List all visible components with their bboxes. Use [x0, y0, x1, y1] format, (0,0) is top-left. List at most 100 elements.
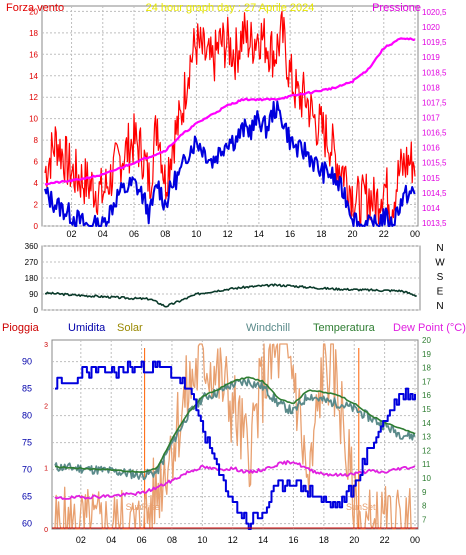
windchill-series-line	[54, 378, 416, 481]
pressure-y-tick: 1016	[422, 144, 440, 153]
legend-item: Pioggia	[2, 322, 40, 334]
wind-x-tick: 20	[348, 229, 358, 239]
wind-x-tick: 18	[316, 229, 326, 239]
pressure-y-tick: 1014	[422, 204, 440, 213]
temp-x-tick: 20	[349, 535, 359, 545]
temp-y-tick: 14	[422, 419, 431, 428]
pressure-y-tick: 1020,5	[422, 8, 447, 17]
rain-y-tick: 1	[44, 465, 48, 472]
compass-label: N	[436, 243, 443, 254]
temp-y-tick: 18	[422, 364, 431, 373]
temp-y-tick: 13	[422, 433, 431, 442]
temp-y-tick: 9	[422, 488, 427, 497]
wind-x-tick: 04	[98, 229, 108, 239]
wind-y-tick: 8	[34, 136, 39, 145]
legend-item: Dew Point (°C)	[393, 322, 466, 334]
pressure-y-tick: 1019,5	[422, 38, 447, 47]
temp-x-tick: 04	[106, 535, 116, 545]
direction-y-tick: 180	[25, 274, 39, 283]
compass-label: E	[437, 287, 444, 298]
compass-label: W	[435, 258, 445, 269]
gust-series-line	[44, 10, 416, 227]
wind-x-tick: 08	[160, 229, 170, 239]
wind-y-tick: 10	[29, 115, 38, 124]
direction-y-tick: 90	[29, 290, 38, 299]
compass-label: N	[436, 301, 443, 312]
wind-x-tick: 16	[285, 229, 295, 239]
legend-item: Windchill	[246, 322, 290, 334]
temp-x-tick: 08	[167, 535, 177, 545]
temp-x-tick: 06	[137, 535, 147, 545]
humidity-y-tick: 70	[22, 465, 32, 475]
wind-y-tick: 14	[29, 72, 38, 81]
pressure-y-tick: 1015,5	[422, 159, 447, 168]
humidity-y-tick: 65	[22, 492, 32, 502]
wind-y-tick: 2	[34, 201, 39, 210]
direction-y-tick: 0	[34, 306, 39, 315]
pressure-y-tick: 1013,5	[422, 219, 447, 228]
wind-y-tick: 12	[29, 93, 38, 102]
temp-x-tick: 22	[380, 535, 390, 545]
pressure-y-tick: 1017	[422, 114, 440, 123]
temp-y-tick: 17	[422, 377, 431, 386]
pressure-axis-label: Pressione	[372, 2, 421, 14]
wind-y-tick: 0	[34, 222, 39, 231]
legend-item: Solar	[117, 322, 143, 334]
wind-x-tick: 02	[67, 229, 77, 239]
wind-axis-label: Forza vento	[6, 2, 64, 14]
wind-y-tick: 6	[34, 158, 39, 167]
legend-item: Umidita	[68, 322, 106, 334]
temp-x-tick: 12	[228, 535, 238, 545]
wind-x-tick: 10	[191, 229, 201, 239]
sunrise-label: SunRise	[126, 502, 160, 512]
wind-y-tick: 18	[29, 29, 38, 38]
temp-x-tick: 00	[410, 535, 420, 545]
solar-series-line	[54, 343, 415, 530]
wind-x-tick: 14	[254, 229, 264, 239]
pressure-y-tick: 1015	[422, 174, 440, 183]
temp-x-tick: 10	[197, 535, 207, 545]
pressure-y-tick: 1018,5	[422, 68, 447, 77]
humidity-series-line	[55, 360, 416, 530]
humidity-y-tick: 85	[22, 384, 32, 394]
wind-x-tick: 06	[129, 229, 139, 239]
temp-x-tick: 14	[258, 535, 268, 545]
temp-x-tick: 02	[76, 535, 86, 545]
pressure-y-tick: 1019	[422, 53, 440, 62]
wind-y-tick: 20	[29, 7, 38, 16]
temp-y-tick: 10	[422, 474, 431, 483]
rain-y-tick: 0	[44, 527, 48, 534]
wind-y-tick: 16	[29, 50, 38, 59]
direction-series-line	[44, 283, 417, 308]
temp-y-tick: 16	[422, 391, 431, 400]
sunset-label: SunSet	[346, 502, 376, 512]
pressure-y-tick: 1020	[422, 23, 440, 32]
direction-y-tick: 360	[25, 242, 39, 251]
wind-x-tick: 12	[223, 229, 233, 239]
temp-y-tick: 12	[422, 446, 431, 455]
rain-y-tick: 3	[44, 342, 48, 349]
temp-x-tick: 18	[319, 535, 329, 545]
pressure-y-tick: 1014,5	[422, 189, 447, 198]
pressure-y-tick: 1016,5	[422, 129, 447, 138]
wind-speed-series-line	[44, 100, 416, 227]
pressure-y-tick: 1018	[422, 83, 440, 92]
pressure-y-tick: 1017,5	[422, 98, 447, 107]
humidity-y-tick: 75	[22, 438, 32, 448]
temp-y-tick: 19	[422, 350, 431, 359]
humidity-y-tick: 60	[22, 519, 32, 529]
wind-y-tick: 4	[34, 179, 39, 188]
rain-y-tick: 2	[44, 404, 48, 411]
wind-x-tick: 22	[379, 229, 389, 239]
wind-chart-title: 24 hour graph day : 27 Aprile 2024	[146, 2, 315, 14]
temp-x-tick: 16	[288, 535, 298, 545]
temp-y-tick: 7	[422, 515, 427, 524]
temp-y-tick: 20	[422, 336, 431, 345]
wind-x-tick: 00	[410, 229, 420, 239]
temp-panel-frame	[51, 339, 419, 530]
compass-label: S	[437, 272, 444, 283]
temp-y-tick: 8	[422, 502, 427, 511]
temperature-series-line	[54, 376, 416, 473]
dewpoint-series-line	[54, 459, 416, 500]
